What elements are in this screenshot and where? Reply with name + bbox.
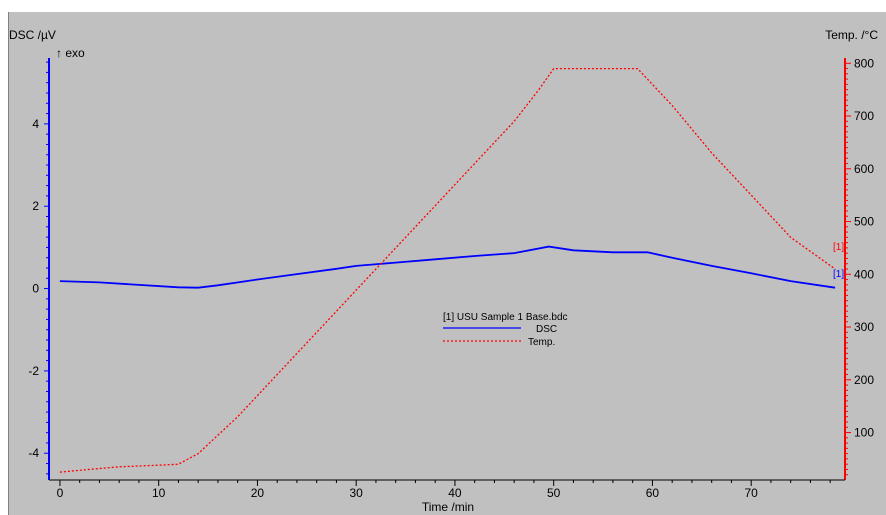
- y-right-tick-label: 700: [854, 109, 874, 123]
- y-right-tick-label: 500: [854, 215, 874, 229]
- dsc-curve-tag: [1]: [833, 269, 844, 280]
- y-right-tick-label: 800: [854, 56, 874, 70]
- y-left-tick-label: 0: [32, 282, 39, 296]
- y-right-tick-label: 300: [854, 320, 874, 334]
- x-tick-label: 40: [448, 486, 462, 500]
- x-tick-label: 20: [251, 486, 265, 500]
- x-axis-label: Time /min: [422, 500, 474, 514]
- y-right-axis-label: Temp. /°C: [825, 28, 878, 42]
- y-left-tick-label: 4: [32, 117, 39, 131]
- ticks: 0 10 20 30 40 50 60 70 -4 -2 0 2 4 100 200 300 400 500 600…: [28, 56, 874, 500]
- y-left-tick-label: -4: [28, 446, 39, 460]
- legend: [1] USU Sample 1 Base.bdc DSC Temp.: [443, 312, 568, 348]
- x-tick-label: 60: [646, 486, 660, 500]
- temp-curve-tag: [1]: [833, 242, 844, 253]
- y-right-tick-label: 100: [854, 426, 874, 440]
- y-left-tick-label: 2: [32, 199, 39, 213]
- dsc-series-line: [59, 245, 836, 289]
- y-right-tick-label: 400: [854, 267, 874, 281]
- legend-title: [1] USU Sample 1 Base.bdc: [443, 312, 568, 323]
- legend-label-dsc: DSC: [536, 324, 557, 335]
- exo-direction-label: ↑ exo: [56, 46, 85, 60]
- x-tick-label: 70: [745, 486, 759, 500]
- x-tick-label: 0: [57, 486, 64, 500]
- curves: [59, 67, 836, 473]
- x-tick-label: 50: [547, 486, 561, 500]
- x-tick-label: 10: [152, 486, 166, 500]
- y-left-axis-label: DSC /µV: [9, 28, 56, 42]
- y-right-tick-label: 600: [854, 162, 874, 176]
- legend-label-temp: Temp.: [528, 337, 555, 348]
- y-right-tick-label: 200: [854, 373, 874, 387]
- temp-series-line: [59, 67, 836, 473]
- x-tick-label: 30: [350, 486, 364, 500]
- y-left-tick-label: -2: [28, 364, 39, 378]
- plot-background: [8, 12, 886, 515]
